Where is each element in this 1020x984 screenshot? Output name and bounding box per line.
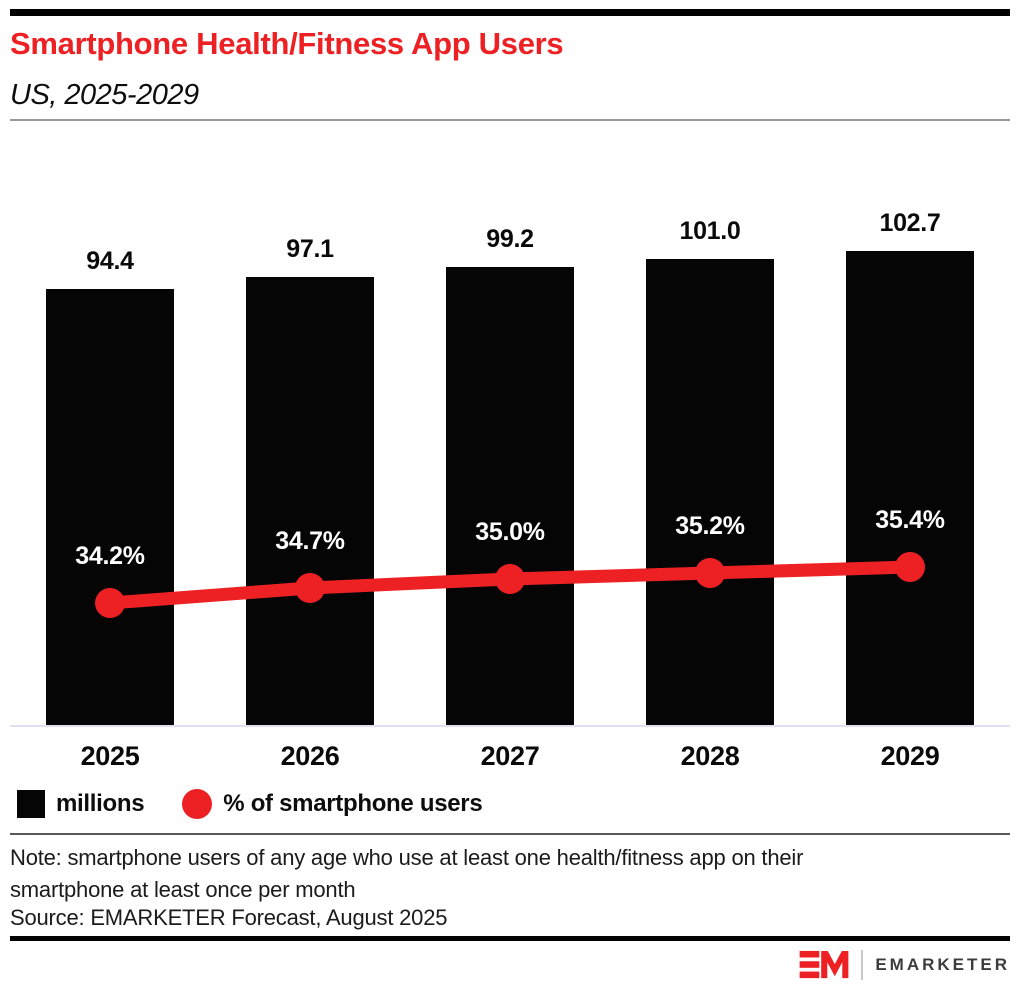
chart-title: Smartphone Health/Fitness App Users — [10, 26, 564, 61]
bar-2026 — [246, 277, 374, 726]
brand-divider — [861, 950, 864, 980]
bar-2027 — [446, 267, 574, 726]
bar-value-label-2027: 99.2 — [486, 225, 534, 253]
pct-label-2026: 34.7% — [275, 527, 345, 555]
x-axis-line — [10, 725, 1010, 727]
pct-label-2027: 35.0% — [475, 518, 545, 546]
top-rule — [10, 9, 1010, 16]
x-tick-label-2027: 2027 — [480, 741, 540, 771]
note-line-2: smartphone at least once per month — [10, 877, 356, 902]
bar-value-label-2029: 102.7 — [879, 209, 941, 237]
bar-value-label-2025: 94.4 — [86, 247, 134, 275]
x-tick-label-2026: 2026 — [280, 741, 340, 771]
bar-value-label-2026: 97.1 — [286, 235, 334, 263]
legend-label-pct: % of smartphone users — [223, 790, 483, 817]
bar-2029 — [846, 251, 974, 726]
legend-divider — [10, 833, 1010, 835]
pct-label-2029: 35.4% — [875, 506, 945, 534]
legend: millions % of smartphone users — [17, 789, 483, 819]
note-line-1: Note: smartphone users of any age who us… — [10, 845, 804, 870]
pct-label-2028: 35.2% — [675, 512, 745, 540]
chart-source: Source: EMARKETER Forecast, August 2025 — [10, 905, 448, 930]
bar-2025 — [46, 289, 174, 726]
brand-logo: EMARKETER — [799, 948, 1010, 982]
brand-wordmark: EMARKETER — [875, 955, 1010, 974]
pct-label-2025: 34.2% — [75, 542, 145, 570]
em-monogram-icon — [799, 950, 849, 979]
bar-2028 — [646, 259, 774, 726]
x-tick-label-2028: 2028 — [680, 741, 740, 771]
bar-swatch-icon — [17, 790, 45, 818]
chart-subtitle: US, 2025-2029 — [10, 79, 199, 111]
x-tick-label-2029: 2029 — [880, 741, 940, 771]
subtitle-rule — [10, 119, 1010, 121]
legend-label-millions: millions — [56, 790, 145, 817]
chart-note: Note: smartphone users of any age who us… — [10, 842, 990, 906]
legend-item-millions: millions — [17, 790, 145, 818]
legend-item-pct: % of smartphone users — [182, 789, 483, 819]
line-swatch-icon — [182, 789, 213, 819]
footer-rule — [10, 936, 1010, 941]
x-tick-label-2025: 2025 — [80, 741, 140, 771]
bar-value-label-2028: 101.0 — [679, 217, 741, 245]
